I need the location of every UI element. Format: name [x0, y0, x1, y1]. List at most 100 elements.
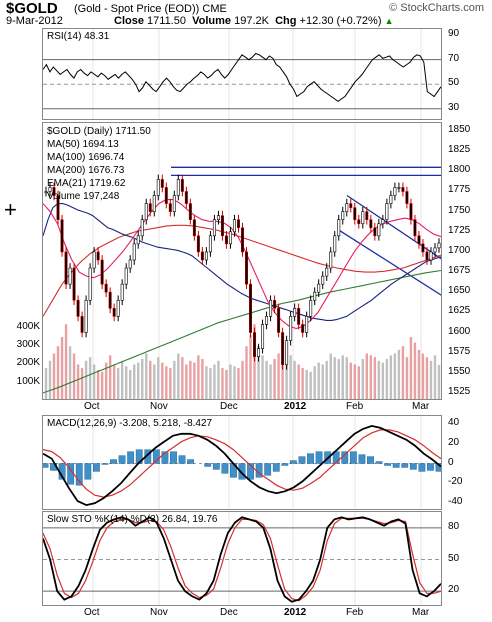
price-candle [261, 324, 265, 349]
volume-bar [201, 358, 204, 399]
volume-bar [421, 353, 425, 399]
volume-bar [373, 357, 377, 399]
volume-bar [273, 358, 276, 399]
macd-histogram-bar [247, 463, 254, 480]
macd-line [43, 424, 441, 507]
macd-histogram-bar [127, 451, 135, 464]
price-candle [277, 308, 281, 333]
price-candle [148, 203, 152, 212]
volume-bar [149, 360, 152, 399]
crosshair-icon[interactable]: + [4, 197, 17, 222]
macd-histogram-bar [221, 463, 229, 474]
price-candle [188, 203, 192, 220]
macd-histogram-bar [427, 463, 434, 471]
volume-tick-label: 400K [16, 320, 40, 332]
volume-bar [133, 364, 136, 399]
x-tick-label: Oct [84, 607, 100, 618]
price-candle [196, 235, 200, 253]
macd-histogram-bar [152, 449, 160, 464]
macd-panel[interactable]: MACD(12,26,9) -3.208, 5.218, -8.427 [42, 415, 442, 510]
volume-bar [189, 360, 192, 399]
y-tick-label: 1800 [448, 164, 471, 176]
volume-bar [413, 342, 417, 399]
volume-bar [88, 357, 92, 399]
volume-bar [365, 353, 369, 399]
y-tick-label: 20 [448, 584, 460, 596]
volume-bar [80, 368, 84, 399]
x-tick-label: Feb [346, 401, 364, 412]
symbol-title: $GOLD [6, 0, 58, 17]
macd-histogram-bar [367, 456, 374, 464]
x-tick-label: Feb [346, 607, 364, 618]
volume-bar [181, 357, 184, 399]
volume-bar [425, 357, 429, 399]
macd-histogram-bar [170, 451, 177, 464]
volume-bar [52, 353, 56, 399]
volume-bar [305, 369, 308, 399]
volume-bar [293, 360, 296, 399]
volume-bar [269, 364, 272, 399]
y-tick-label: 1625 [448, 305, 471, 317]
volume-bar [112, 364, 116, 399]
volume-tick-label: 100K [16, 375, 40, 387]
price-candle [68, 267, 72, 285]
price-panel[interactable]: $GOLD (Daily) 1711.50 MA(50) 1694.13 MA(… [42, 122, 442, 400]
price-candle [112, 308, 116, 317]
stochastic-panel[interactable]: Slow STO %K(14) %D(3) 26.84, 19.76 [42, 511, 442, 606]
price-candle [325, 267, 329, 277]
price-candle [60, 219, 64, 253]
stochastic-legend: Slow STO %K(14) %D(3) 26.84, 19.76 [47, 513, 217, 526]
price-candle [249, 283, 253, 333]
volume-bar [76, 364, 80, 399]
volume-bar [233, 366, 236, 399]
macd-histogram-bar [110, 459, 117, 464]
volume-tick-label: 200K [16, 357, 40, 369]
macd-histogram-bar [178, 455, 186, 464]
volume-bar [209, 368, 212, 399]
price-candle [204, 251, 208, 261]
price-candle [120, 283, 124, 301]
volume-bar [217, 360, 220, 399]
y-tick-label: 1675 [448, 265, 471, 277]
price-candle [216, 215, 220, 220]
price-candle [92, 251, 96, 269]
price-candle [96, 251, 100, 261]
x-axis-main: Oct Nov Dec 2012 Feb Mar [42, 401, 442, 413]
legend-ma100: MA(100) 1696.74 [47, 152, 125, 163]
volume-bar [229, 364, 232, 399]
price-candle [421, 243, 425, 253]
y-tick-label: 50 [448, 552, 460, 564]
volume-bar [165, 366, 168, 399]
price-candle [273, 299, 277, 309]
x-tick-label: Nov [150, 607, 168, 618]
volume-bar [381, 362, 385, 399]
ma200-line [43, 269, 441, 394]
volume-bar [261, 355, 264, 399]
volume-bar [253, 324, 256, 399]
price-candle [285, 340, 289, 366]
x-tick-label: Nov [150, 401, 168, 412]
price-candle [381, 219, 385, 225]
macd-histogram-bar [375, 461, 383, 464]
price-candle [337, 219, 341, 237]
price-candle [281, 332, 285, 366]
volume-bar [157, 357, 160, 399]
volume-bar [309, 371, 312, 399]
volume-bar [120, 360, 124, 399]
volume-bar [72, 353, 76, 399]
y-tick-label: 1600 [448, 325, 471, 337]
macd-histogram-bar [289, 460, 297, 464]
y-tick-label: 40 [448, 416, 460, 428]
volume-bar [169, 368, 172, 399]
rsi-legend-text: RSI(14) 48.31 [47, 31, 110, 42]
volume-bar [125, 366, 128, 399]
price-candle [265, 316, 269, 325]
price-candle [140, 219, 144, 237]
price-candle [200, 251, 204, 261]
volume-bar [385, 358, 389, 399]
rsi-panel[interactable]: RSI(14) 48.31 [42, 28, 442, 120]
x-tick-label: 2012 [284, 607, 307, 618]
up-arrow-icon: ▲ [384, 16, 394, 26]
price-candle [361, 211, 365, 225]
volume-tick-label: 300K [16, 339, 40, 351]
